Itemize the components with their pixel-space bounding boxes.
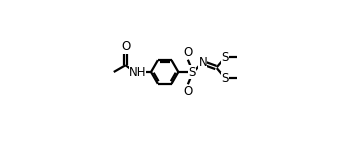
Text: NH: NH — [129, 66, 146, 78]
Text: O: O — [183, 85, 193, 98]
Text: N: N — [199, 56, 207, 69]
Text: O: O — [183, 46, 193, 59]
Text: O: O — [121, 40, 130, 53]
Text: S: S — [188, 66, 196, 78]
Text: S: S — [222, 51, 229, 64]
Text: S: S — [222, 72, 229, 85]
